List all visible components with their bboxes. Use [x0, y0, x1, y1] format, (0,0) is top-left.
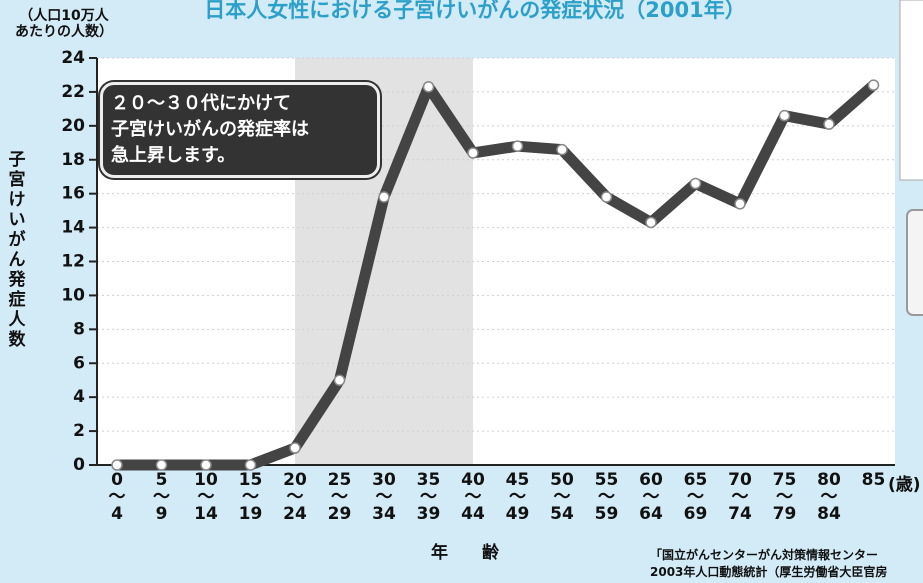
x-tick-label: 15 〜 19: [231, 472, 271, 523]
y-tick-label: 0: [73, 455, 85, 475]
x-tick-label: 10 〜 14: [186, 472, 226, 523]
x-tick-label: 30 〜 34: [364, 472, 404, 523]
source-note: 「国立がんセンターがん対策情報センター 2003年人口動態統計（厚生労働省大臣官…: [650, 547, 923, 581]
data-point: [869, 80, 879, 90]
data-point: [201, 460, 211, 470]
y-unit: （人口10万人 あたりの人数）: [4, 8, 124, 40]
x-tick-label: 0 〜 4: [97, 472, 137, 523]
x-tick-label: 45 〜 49: [498, 472, 538, 523]
data-point: [379, 192, 389, 202]
x-tick-label: 85: [854, 472, 894, 489]
data-point: [691, 178, 701, 188]
y-tick-label: 2: [73, 421, 85, 441]
data-point: [735, 199, 745, 209]
annotation: ２０〜３０代にかけて 子宮けいがんの発症率は 急上昇します。: [100, 82, 380, 178]
y-tick-label: 22: [61, 82, 85, 102]
y-tick-label: 18: [61, 150, 85, 170]
data-point: [112, 460, 122, 470]
x-tick-label: 25 〜 29: [320, 472, 360, 523]
side-panel: [900, 0, 923, 180]
y-tick-label: 14: [61, 218, 85, 238]
x-tick-label: 50 〜 54: [542, 472, 582, 523]
data-point: [780, 111, 790, 121]
data-point: [557, 145, 567, 155]
x-tick-label: 65 〜 69: [676, 472, 716, 523]
x-axis-label: 年 齢: [390, 538, 540, 563]
y-tick-label: 4: [73, 387, 85, 407]
x-tick-label: 55 〜 59: [587, 472, 627, 523]
x-tick-label: 5 〜 9: [142, 472, 182, 523]
x-tick-label: 35 〜 39: [409, 472, 449, 523]
data-point: [646, 217, 656, 227]
y-tick-label: 16: [61, 184, 85, 204]
side-panel: [907, 210, 923, 315]
data-point: [157, 460, 167, 470]
data-point: [335, 375, 345, 385]
data-point: [246, 460, 256, 470]
data-point: [424, 82, 434, 92]
y-tick-label: 12: [61, 252, 85, 272]
chart-title: 日本人女性における子宮けいがんの発症状況（2001年）: [165, 0, 785, 24]
data-point: [290, 443, 300, 453]
page: 024681012141618202224 日本人女性における子宮けいがんの発症…: [0, 0, 923, 583]
y-tick-label: 20: [61, 116, 85, 136]
x-tick-label: 20 〜 24: [275, 472, 315, 523]
data-point: [468, 148, 478, 158]
y-tick-label: 10: [61, 285, 85, 305]
x-tick-label: 75 〜 79: [765, 472, 805, 523]
x-tick-label: 40 〜 44: [453, 472, 493, 523]
x-tick-label: 70 〜 74: [720, 472, 760, 523]
y-tick-label: 8: [73, 319, 85, 339]
y-tick-label: 24: [61, 48, 85, 68]
y-axis-label: 子宮けいがん発症人数: [6, 150, 28, 350]
data-point: [513, 141, 523, 151]
data-point: [824, 119, 834, 129]
x-tick-label: 60 〜 64: [631, 472, 671, 523]
x-tick-label: 80 〜 84: [809, 472, 849, 523]
data-point: [602, 192, 612, 202]
y-tick-label: 6: [73, 353, 85, 373]
